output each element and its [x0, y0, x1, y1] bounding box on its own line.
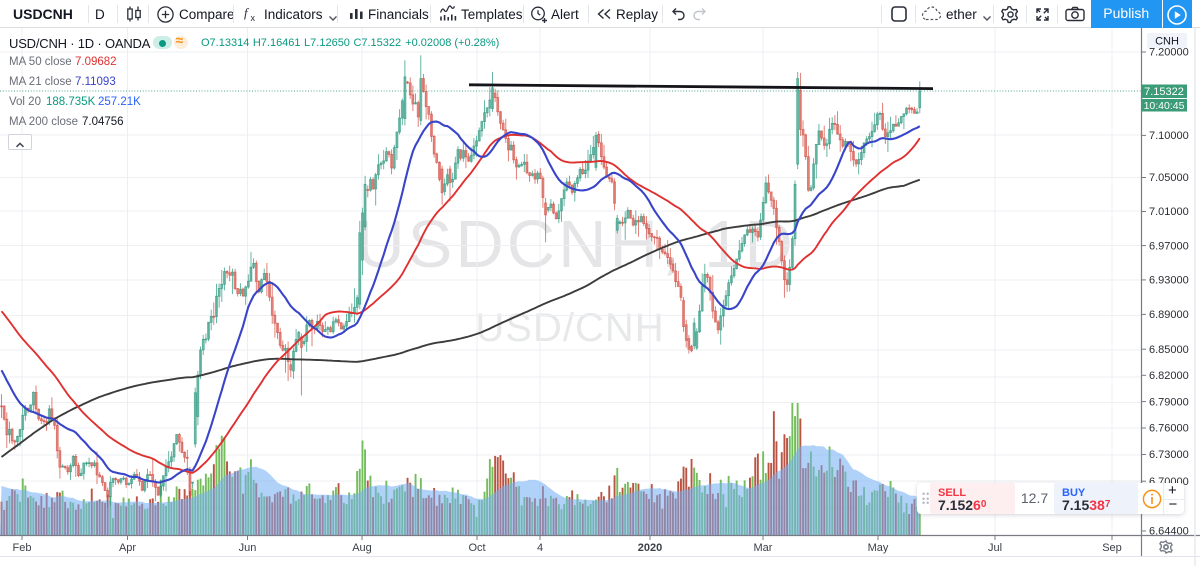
svg-text:10:40:45: 10:40:45	[1144, 100, 1185, 112]
svg-text:6.85000: 6.85000	[1149, 344, 1189, 356]
svg-text:7.15322: 7.15322	[1144, 86, 1184, 98]
svg-text:USDCNH, 1D: USDCNH, 1D	[356, 207, 796, 282]
svg-text:f: f	[244, 5, 250, 20]
svg-text:6.76000: 6.76000	[1149, 423, 1189, 435]
svg-text:Jul: Jul	[988, 542, 1002, 554]
svg-text:2020: 2020	[638, 542, 662, 554]
svg-text:7.01000: 7.01000	[1149, 206, 1189, 218]
svg-text:6.79000: 6.79000	[1149, 396, 1189, 408]
svg-text:7.20000: 7.20000	[1149, 47, 1189, 59]
svg-text:6.64400: 6.64400	[1149, 526, 1189, 538]
svg-text:May: May	[868, 542, 889, 554]
svg-text:Sep: Sep	[1102, 542, 1122, 554]
svg-text:6.73000: 6.73000	[1149, 449, 1189, 461]
svg-text:CNH: CNH	[1155, 36, 1179, 48]
svg-text:USD/CNH: USD/CNH	[475, 306, 664, 350]
svg-text:7.10000: 7.10000	[1149, 130, 1189, 142]
svg-text:6.97000: 6.97000	[1149, 240, 1189, 252]
svg-text:7.05000: 7.05000	[1149, 172, 1189, 184]
svg-text:Apr: Apr	[119, 542, 136, 554]
svg-text:6.93000: 6.93000	[1149, 275, 1189, 287]
svg-text:Mar: Mar	[754, 542, 773, 554]
svg-text:Jun: Jun	[239, 542, 257, 554]
svg-text:Aug: Aug	[352, 542, 372, 554]
svg-text:Feb: Feb	[13, 542, 32, 554]
svg-text:6.89000: 6.89000	[1149, 309, 1189, 321]
svg-text:6.82000: 6.82000	[1149, 370, 1189, 382]
svg-text:Oct: Oct	[468, 542, 485, 554]
svg-text:x: x	[251, 13, 256, 23]
svg-text:4: 4	[537, 542, 543, 554]
